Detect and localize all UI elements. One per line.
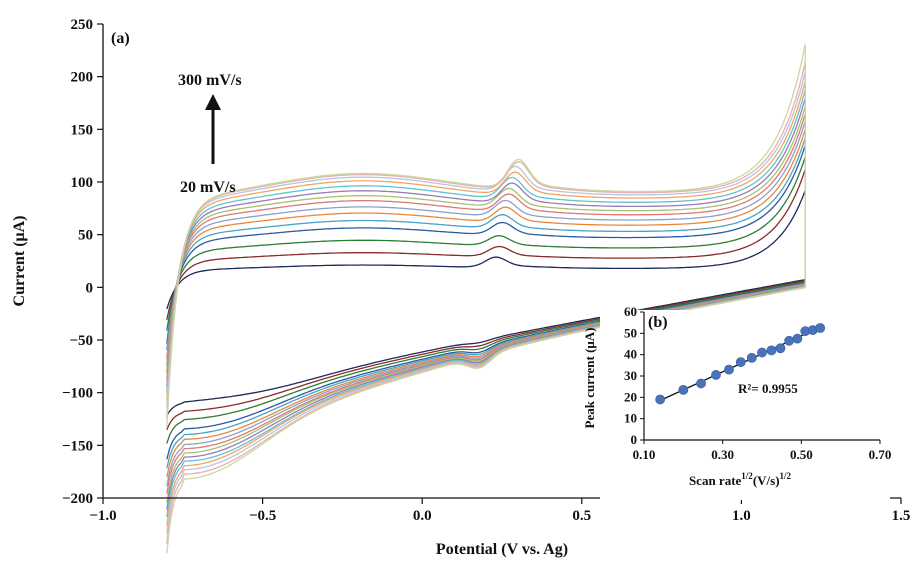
annotation-low-rate: 20 mV/s	[180, 179, 236, 196]
inset-points	[655, 323, 826, 405]
inset-y-axis-ticks: 0 10 20 30 40 50 60	[624, 304, 644, 447]
inset-x-tick-label: 0.10	[633, 447, 656, 462]
x-axis-ticks: −1.0 −0.5 0.0 0.5 1.0 1.5	[89, 498, 910, 524]
data-point	[766, 345, 777, 356]
annotation-high-rate: 300 mV/s	[178, 72, 242, 89]
data-point	[784, 335, 795, 346]
y-tick-label: 100	[71, 175, 94, 191]
data-point	[746, 352, 757, 363]
y-tick-label: 250	[71, 17, 94, 33]
data-point	[678, 384, 689, 395]
data-point	[815, 323, 826, 333]
panel-label-b: (b)	[648, 314, 668, 331]
inset-y-tick-label: 20	[624, 389, 637, 404]
y-tick-label: −50	[69, 333, 93, 349]
inset-plot: 0.10 0.30 0.50 0.70 0 10 20 30 40 50 60 (b) R²= 0…	[582, 304, 891, 500]
data-point	[735, 357, 746, 368]
r-squared-label: R²= 0.9955	[738, 381, 798, 396]
y-tick-label: −150	[62, 438, 93, 454]
data-point	[711, 370, 721, 380]
inset-x-tick-label: 0.50	[790, 447, 813, 462]
data-point	[792, 333, 803, 344]
data-point	[757, 347, 767, 358]
data-point	[775, 343, 786, 354]
inset-y-tick-label: 0	[631, 432, 638, 447]
arrow-up-icon	[205, 94, 221, 164]
x-tick-label: 0.0	[413, 508, 432, 524]
y-tick-label: 150	[71, 122, 94, 138]
y-axis-ticks: −200 −150 −100 −50 0 50 100 150 200 250	[62, 17, 103, 507]
cv-curves	[166, 44, 806, 554]
inset-y-tick-label: 60	[624, 304, 637, 319]
x-tick-label: 1.0	[732, 508, 751, 524]
inset-x-tick-label: 0.70	[869, 447, 892, 462]
y-axis-title: Current (μA)	[11, 216, 28, 307]
y-tick-label: 200	[71, 70, 94, 86]
inset-xlabel-main: Scan rate	[689, 473, 742, 488]
y-tick-label: −100	[62, 386, 93, 402]
inset-background	[600, 310, 890, 500]
inset-y-tick-label: 10	[624, 411, 637, 426]
cv-curve	[166, 44, 806, 554]
x-tick-label: 1.5	[892, 508, 911, 524]
inset-x-axis-title: Scan rate1/2(V/s)1/2	[689, 471, 792, 488]
inset-x-tick-label: 0.30	[711, 447, 734, 462]
panel-label-a: (a)	[111, 30, 130, 47]
main-plot: −1.0 −0.5 0.0 0.5 1.0 1.5 −200 −150 −100 −50 0 50 1…	[11, 17, 910, 558]
inset-x-axis-ticks: 0.10 0.30 0.50 0.70	[633, 440, 892, 462]
inset-y-tick-label: 40	[624, 347, 637, 362]
x-tick-label: −0.5	[249, 508, 276, 524]
data-point	[724, 364, 734, 375]
y-tick-label: −200	[62, 491, 93, 507]
inset-xlabel-sup1: 1/2	[741, 471, 753, 481]
x-axis-title: Potential (V vs. Ag)	[436, 541, 568, 558]
inset-xlabel-sup2: 1/2	[780, 471, 792, 481]
inset-y-tick-label: 50	[624, 325, 637, 340]
inset-y-tick-label: 30	[624, 368, 637, 383]
inset-y-axis-title: Peak current (μA)	[582, 328, 597, 429]
x-tick-label: 0.5	[572, 508, 591, 524]
data-point	[696, 378, 706, 389]
inset-xlabel-unit: (V/s)	[753, 473, 780, 488]
data-point	[655, 394, 666, 405]
y-tick-label: 50	[78, 228, 93, 244]
x-tick-label: −1.0	[89, 508, 116, 524]
y-tick-label: 0	[86, 280, 94, 296]
